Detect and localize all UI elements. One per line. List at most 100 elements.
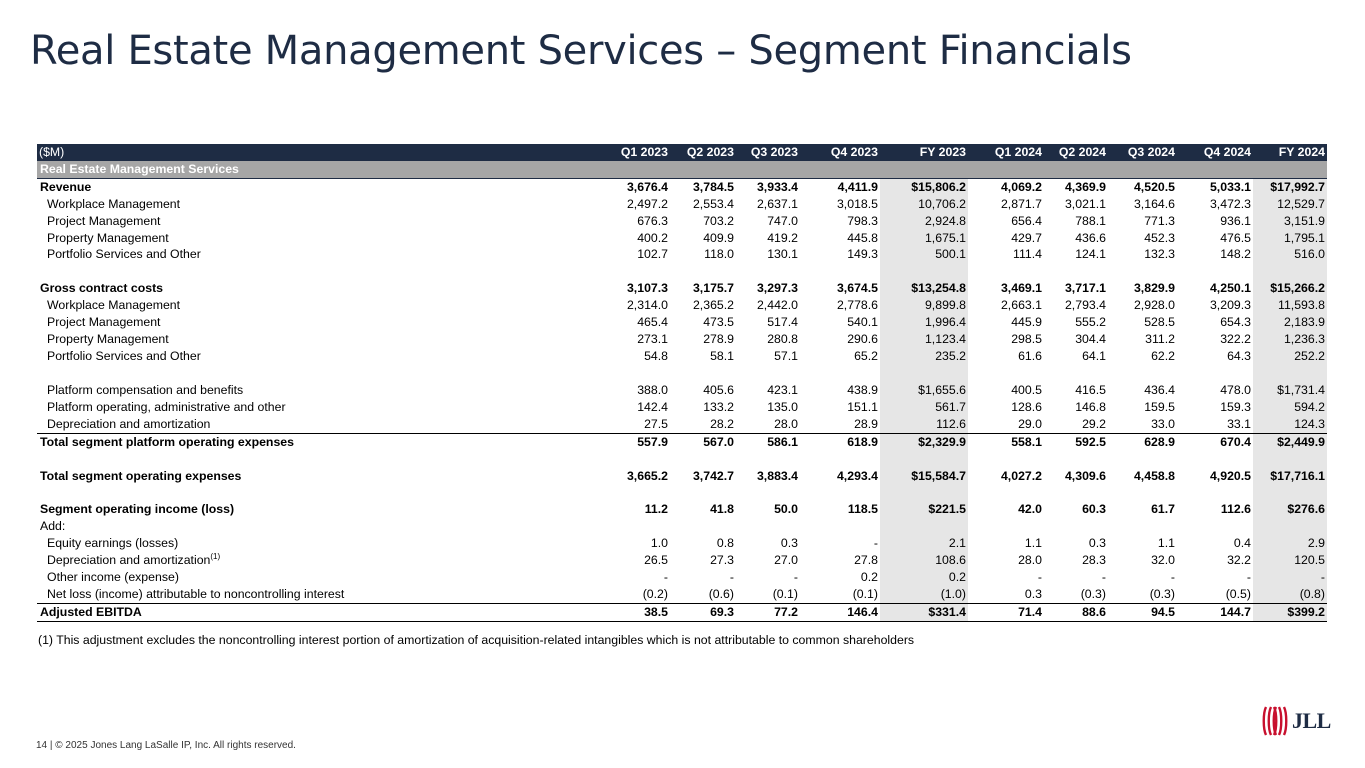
spacer-row [37,263,1327,281]
unit-label: ($M) [37,144,607,161]
table-cell [968,263,1044,280]
table-cell: 2,553.4 [692,196,734,211]
table-cell [736,365,800,382]
table-cell: $17,716.1 [1253,467,1327,485]
table-row: Adjusted EBITDA 38.5 69.3 77.2 146.4 $331.4 71… [37,602,1327,622]
table-cell: (0.3) [1149,586,1175,601]
table-cell [880,263,968,281]
footnote-marker: (1) [210,552,221,562]
table-row: Property Management 273.1 278.9 280.8 290.6 1… [37,331,1327,348]
table-cell: 3,175.7 [692,281,734,296]
row-label: Workplace Management [37,196,607,213]
table-cell: (0.1) [772,586,798,601]
table-cell: 112.6 [880,415,968,434]
table-cell: 936.1 [1220,213,1251,228]
table-cell: 61.6 [1018,348,1042,363]
table-cell: 2,793.4 [1064,298,1106,313]
table-cell [736,484,800,501]
table-cell [736,451,800,468]
table-cell: 28.9 [854,416,878,431]
column-header: FY 2023 [880,144,968,161]
table-cell: 2,924.8 [880,212,968,230]
table-cell: 1,795.1 [1253,229,1327,247]
column-header: Q1 2023 [607,144,670,161]
table-row: Workplace Management 2,497.2 2,553.4 2,637.… [37,195,1327,213]
table-cell: 703.2 [703,213,734,228]
column-header: Q2 2024 [1044,144,1108,161]
row-label-text: Workplace Management [47,196,181,211]
table-cell: 28.0 [774,416,798,431]
row-label-text: Total segment operating expenses [40,468,242,483]
table-cell: $13,254.8 [880,280,968,298]
table-cell: (1.0) [880,585,968,604]
row-label-text: Property Management [47,230,169,245]
table-cell [1177,263,1253,280]
table-row: Depreciation and amortization 27.5 28.2 28.… [37,415,1327,434]
table-cell: 71.4 [968,602,1044,622]
table-cell: 27.0 [774,553,798,568]
table-cell [800,451,880,468]
row-label: Property Management [37,331,607,348]
table-cell [1044,365,1108,382]
table-cell: 311.2 [1145,332,1175,347]
table-cell: 618.9 [800,432,880,451]
row-label-text: Gross contract costs [40,281,164,296]
table-cell: 11,593.8 [1253,297,1327,315]
row-label: Add: [37,518,607,535]
table-cell: 4,411.9 [837,179,878,194]
table-cell: 130.1 [767,247,798,262]
table-cell: (0.5) [1225,586,1251,601]
table-cell: 423.1 [767,382,798,397]
table-cell: 452.3 [1144,230,1175,245]
table-cell: 517.4 [767,315,798,330]
table-cell: 0.3 [1024,586,1042,601]
table-cell [1044,484,1108,501]
table-cell [1253,450,1327,468]
table-cell: 38.5 [607,602,670,622]
table-cell: $276.6 [1253,501,1327,519]
table-cell: 273.1 [637,332,668,347]
table-cell: 146.4 [800,602,880,622]
table-cell [968,451,1044,468]
table-cell: 676.3 [637,213,668,228]
row-label-text: Add: [40,519,66,534]
table-cell: (0.3) [1080,586,1106,601]
table-cell: 144.7 [1177,602,1253,622]
table-cell: 290.6 [847,332,878,347]
row-label-text: Portfolio Services and Other [47,247,201,262]
jll-logo-icon [1262,706,1288,736]
table-cell: 27.8 [854,553,878,568]
table-cell: 151.1 [847,399,878,414]
table-cell: 3,472.3 [1209,196,1251,211]
table-cell: 3,784.5 [692,179,734,194]
row-label [37,451,607,468]
table-cell: 280.8 [767,332,798,347]
jll-logo: JLL [1262,704,1336,738]
row-label-text: Segment operating income (loss) [40,502,235,517]
table-cell: 771.3 [1144,213,1175,228]
table-cell: 0.3 [780,536,798,551]
table-cell: 4,250.1 [1209,281,1251,296]
table-cell: 102.7 [637,247,668,262]
row-label-text: Adjusted EBITDA [40,604,142,619]
table-cell: 557.9 [607,432,670,451]
row-label: Property Management [37,230,607,247]
table-cell [800,484,880,501]
table-cell: 50.0 [774,502,798,517]
table-cell: - [873,536,878,551]
table-cell: 118.0 [704,247,734,262]
table-cell: 135.0 [767,399,798,414]
table-cell: 1.1 [1024,536,1042,551]
table-cell [670,263,736,280]
section-header-row: Real Estate Management Services [37,160,1327,179]
table-cell: 32.0 [1151,553,1175,568]
table-cell: 3,674.5 [836,281,878,296]
table-cell [968,518,1044,535]
table-row: Platform operating, administrative and o… [37,398,1327,416]
table-cell: (0.2) [642,586,668,601]
spacer-row [37,364,1327,382]
table-cell: 788.1 [1075,213,1106,228]
table-cell: 3,933.4 [756,179,798,194]
row-label [37,263,607,280]
table-cell [1177,484,1253,501]
